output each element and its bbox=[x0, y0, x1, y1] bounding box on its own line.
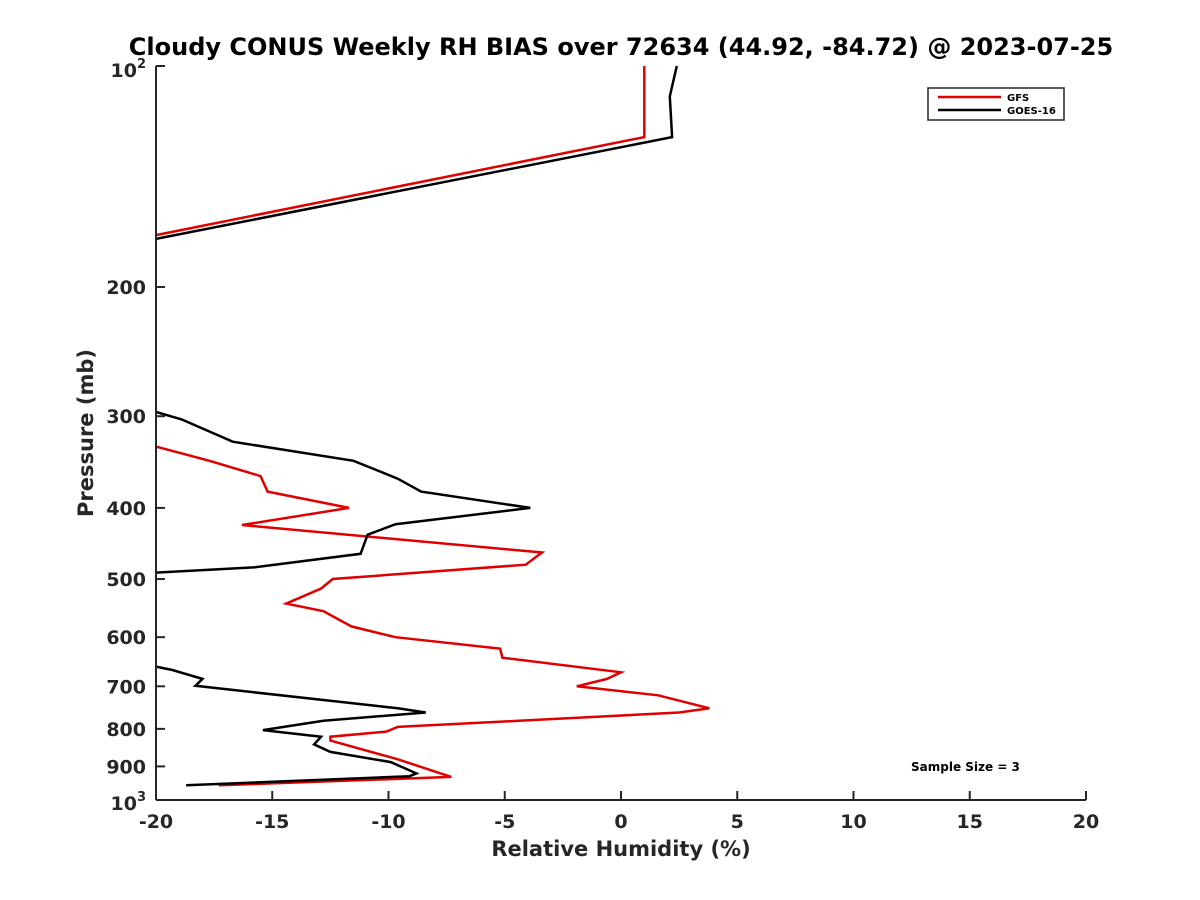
legend: GFS GOES-16 bbox=[927, 87, 1065, 121]
axes bbox=[155, 66, 1086, 801]
y-tick-label: 400 bbox=[106, 498, 146, 520]
y-tick-label-bottom: 103 bbox=[111, 790, 147, 815]
y-tick-label: 700 bbox=[106, 676, 146, 698]
x-ticks: -20 -15 -10 -5 0 5 10 15 20 bbox=[139, 791, 1099, 833]
y-ticks: 200 300 400 500 600 700 800 900 bbox=[106, 65, 165, 801]
legend-box bbox=[927, 87, 1065, 121]
x-tick-label: 0 bbox=[614, 811, 627, 833]
x-axis-label: Relative Humidity (%) bbox=[491, 837, 750, 861]
x-tick-label: -15 bbox=[255, 811, 289, 833]
chart-title: Cloudy CONUS Weekly RH BIAS over 72634 (… bbox=[129, 33, 1113, 61]
sample-size-annotation: Sample Size = 3 bbox=[911, 760, 1020, 774]
x-tick-label: -10 bbox=[371, 811, 405, 833]
y-tick-label: 200 bbox=[106, 277, 146, 299]
y-tick-label: 600 bbox=[106, 627, 146, 649]
series-layer bbox=[155, 65, 710, 787]
y-tick-label: 300 bbox=[106, 406, 146, 428]
series-line-gfs bbox=[155, 66, 710, 787]
legend-label-goes16: GOES-16 bbox=[1007, 106, 1056, 117]
x-tick-label: 5 bbox=[731, 811, 744, 833]
x-tick-label: 10 bbox=[840, 811, 866, 833]
y-tick-label: 900 bbox=[106, 756, 146, 778]
y-axis-label: Pressure (mb) bbox=[74, 349, 98, 517]
y-tick-label: 500 bbox=[106, 569, 146, 591]
series-line-goes16 bbox=[155, 65, 679, 787]
x-tick-label: 20 bbox=[1073, 811, 1099, 833]
x-tick-label: 15 bbox=[957, 811, 983, 833]
x-tick-label: -5 bbox=[494, 811, 515, 833]
x-tick-label: -20 bbox=[139, 811, 173, 833]
y-tick-label: 800 bbox=[106, 719, 146, 741]
y-tick-label-top: 102 bbox=[111, 57, 147, 82]
legend-label-gfs: GFS bbox=[1007, 93, 1029, 104]
